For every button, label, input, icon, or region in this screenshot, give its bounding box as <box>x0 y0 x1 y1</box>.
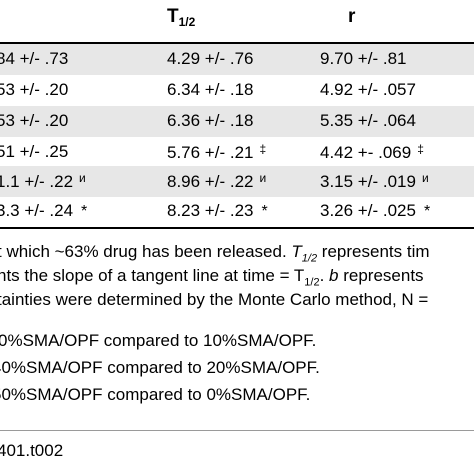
table-row: 84 +/- .73 4.29 +/- .76 9.70 +/- .81 <box>0 44 474 75</box>
footnote: 40%SMA/OPF compared to 20%SMA/OPF. <box>0 358 320 377</box>
header-r: r <box>348 6 356 27</box>
header-t-half: T1/2 <box>167 6 196 29</box>
footnote-mark: ‡ <box>259 142 267 156</box>
divider <box>0 430 474 431</box>
table-row: 53 +/- .20 6.36 +/- .18 5.35 +/- .064 <box>0 106 474 137</box>
footnote-mark: и <box>79 171 86 185</box>
cell: 3.3 +/- .24 * <box>0 201 88 220</box>
cell: 53 +/- .20 <box>0 80 69 99</box>
footnote: 0%SMA/OPF compared to 10%SMA/OPF. <box>0 331 317 350</box>
footnote-mark: ‡ <box>417 142 424 156</box>
footnote-mark: * <box>423 203 431 220</box>
table-row: 3.3 +/- .24 * 8.23 +/- .23 * 3.26 +/- .025… <box>0 196 474 227</box>
table-row: 1.1 +/- .22 и 8.96 +/- .22 и 3.15 +/- .019… <box>0 166 474 197</box>
footnote-mark: * <box>261 203 268 220</box>
doi-text: 401.t002 <box>0 441 64 460</box>
cell: 8.96 +/- .22 и <box>167 171 267 191</box>
cell: 1.1 +/- .22 и <box>0 171 86 191</box>
cell: 9.70 +/- .81 <box>320 49 407 68</box>
cell: 4.42 +- .069 ‡ <box>320 142 424 162</box>
table-top-rule <box>0 42 474 44</box>
cell: 5.35 +/- .064 <box>320 111 416 130</box>
cell: 3.15 +/- .019 и <box>320 171 429 191</box>
footnote-mark: и <box>421 171 429 185</box>
footnote: 50%SMA/OPF compared to 0%SMA/OPF. <box>0 385 311 404</box>
table-bottom-rule <box>0 227 474 229</box>
cell: 4.92 +/- .057 <box>320 80 416 99</box>
cell: 84 +/- .73 <box>0 49 69 68</box>
table-note-line: tainties were determined by the Monte Ca… <box>0 290 429 309</box>
cell: 4.29 +/- .76 <box>167 49 254 68</box>
table-note-line: t which ~63% drug has been released. T1/… <box>0 242 430 265</box>
table-row: 51 +/- .25 5.76 +/- .21 ‡ 4.42 +- .069 ‡ <box>0 137 474 168</box>
table-note-line: nts the slope of a tangent line at time … <box>0 266 424 289</box>
table-header: T1/2 r <box>0 0 474 42</box>
cell: 3.26 +/- .025 * <box>320 201 431 220</box>
cell: 8.23 +/- .23 * <box>167 201 268 220</box>
table-row: 53 +/- .20 6.34 +/- .18 4.92 +/- .057 <box>0 75 474 106</box>
footnote-mark: * <box>81 203 88 220</box>
cell: 6.34 +/- .18 <box>167 80 254 99</box>
cell: 51 +/- .25 <box>0 142 69 161</box>
cell: 5.76 +/- .21 ‡ <box>167 142 267 162</box>
cell: 6.36 +/- .18 <box>167 111 254 130</box>
cell: 53 +/- .20 <box>0 111 69 130</box>
footnote-mark: и <box>259 171 267 185</box>
